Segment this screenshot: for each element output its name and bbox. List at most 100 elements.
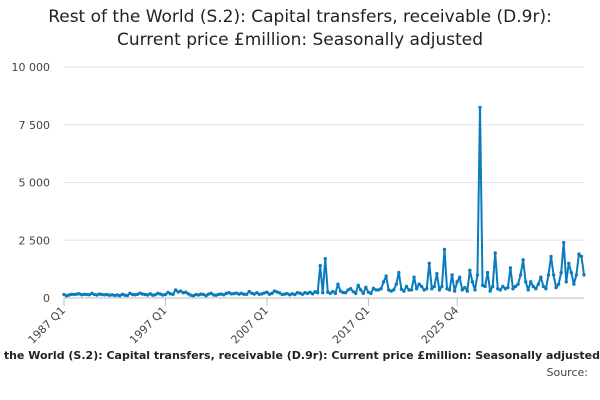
data-point[interactable] [435, 272, 439, 276]
data-point[interactable] [458, 275, 462, 279]
data-point[interactable] [392, 288, 396, 292]
data-point[interactable] [351, 289, 355, 294]
data-point[interactable] [184, 290, 188, 294]
data-point[interactable] [465, 289, 470, 293]
data-point[interactable] [74, 292, 79, 296]
data-point[interactable] [97, 292, 102, 296]
data-point[interactable] [366, 290, 371, 294]
data-point[interactable] [419, 284, 424, 289]
data-point[interactable] [247, 289, 251, 294]
data-point[interactable] [480, 283, 485, 287]
data-point[interactable] [498, 288, 502, 292]
data-point[interactable] [135, 292, 140, 296]
data-point[interactable] [450, 273, 454, 277]
data-point[interactable] [82, 292, 86, 296]
data-point[interactable] [128, 291, 132, 296]
data-point[interactable] [394, 282, 398, 286]
data-point[interactable] [318, 263, 322, 268]
data-point[interactable] [163, 292, 168, 297]
data-point[interactable] [483, 284, 487, 289]
data-point[interactable] [140, 292, 145, 296]
data-point[interactable] [556, 282, 561, 286]
data-point[interactable] [146, 293, 150, 297]
data-point[interactable] [516, 282, 520, 286]
data-point[interactable] [305, 291, 310, 296]
data-point[interactable] [389, 289, 393, 293]
data-point[interactable] [364, 285, 368, 290]
data-point[interactable] [173, 288, 178, 292]
data-point[interactable] [343, 290, 348, 295]
data-point[interactable] [442, 247, 447, 252]
data-point[interactable] [503, 287, 508, 291]
data-point[interactable] [336, 282, 340, 286]
data-point[interactable] [354, 291, 358, 296]
data-point[interactable] [447, 288, 452, 292]
data-point[interactable] [87, 293, 92, 297]
data-point[interactable] [229, 292, 234, 296]
data-point[interactable] [123, 293, 127, 297]
data-point[interactable] [562, 240, 566, 245]
data-point[interactable] [407, 288, 411, 292]
data-point[interactable] [430, 287, 434, 291]
data-point[interactable] [376, 288, 381, 292]
data-point[interactable] [386, 288, 391, 292]
data-point[interactable] [125, 293, 130, 298]
data-point[interactable] [485, 270, 490, 275]
data-point[interactable] [564, 280, 568, 284]
data-point[interactable] [222, 293, 226, 297]
data-point[interactable] [69, 292, 74, 296]
data-point[interactable] [422, 288, 426, 292]
data-point[interactable] [384, 274, 388, 278]
data-point[interactable] [300, 292, 305, 296]
data-point[interactable] [445, 287, 449, 291]
data-point[interactable] [414, 287, 419, 291]
data-point[interactable] [85, 292, 89, 297]
data-point[interactable] [440, 284, 444, 289]
data-point[interactable] [412, 275, 416, 279]
data-point[interactable] [338, 289, 343, 293]
data-point[interactable] [323, 257, 327, 261]
data-point[interactable] [321, 290, 325, 295]
data-point[interactable] [201, 292, 206, 297]
data-point[interactable] [549, 254, 553, 259]
data-point[interactable] [194, 292, 198, 297]
data-point[interactable] [227, 290, 231, 295]
data-point[interactable] [189, 293, 193, 297]
data-point[interactable] [107, 293, 112, 297]
data-point[interactable] [371, 286, 376, 290]
data-point[interactable] [310, 292, 315, 296]
data-point[interactable] [409, 288, 414, 292]
data-point[interactable] [361, 291, 366, 296]
data-point[interactable] [404, 284, 409, 289]
data-point[interactable] [531, 284, 535, 289]
data-point[interactable] [508, 266, 513, 270]
data-point[interactable] [544, 287, 548, 291]
data-point[interactable] [496, 287, 500, 291]
data-point[interactable] [546, 273, 551, 277]
data-point[interactable] [567, 261, 571, 266]
data-point[interactable] [506, 285, 510, 290]
data-point[interactable] [92, 292, 97, 297]
data-point[interactable] [326, 290, 330, 294]
data-point[interactable] [315, 290, 320, 295]
data-point[interactable] [80, 293, 84, 297]
data-point[interactable] [470, 280, 475, 284]
data-point[interactable] [191, 293, 196, 298]
data-point[interactable] [569, 270, 574, 275]
data-point[interactable] [199, 292, 203, 296]
data-point[interactable] [478, 105, 482, 110]
data-point[interactable] [166, 290, 170, 295]
data-point[interactable] [452, 289, 457, 293]
data-point[interactable] [242, 292, 246, 296]
data-point[interactable] [536, 282, 541, 286]
data-point[interactable] [209, 291, 213, 296]
data-point[interactable] [397, 270, 401, 275]
data-point[interactable] [257, 292, 262, 296]
data-point[interactable] [211, 293, 216, 297]
data-point[interactable] [348, 287, 353, 291]
data-point[interactable] [298, 291, 302, 295]
data-point[interactable] [518, 273, 523, 277]
data-point[interactable] [331, 289, 335, 294]
data-point[interactable] [341, 290, 345, 295]
data-point[interactable] [151, 293, 155, 297]
